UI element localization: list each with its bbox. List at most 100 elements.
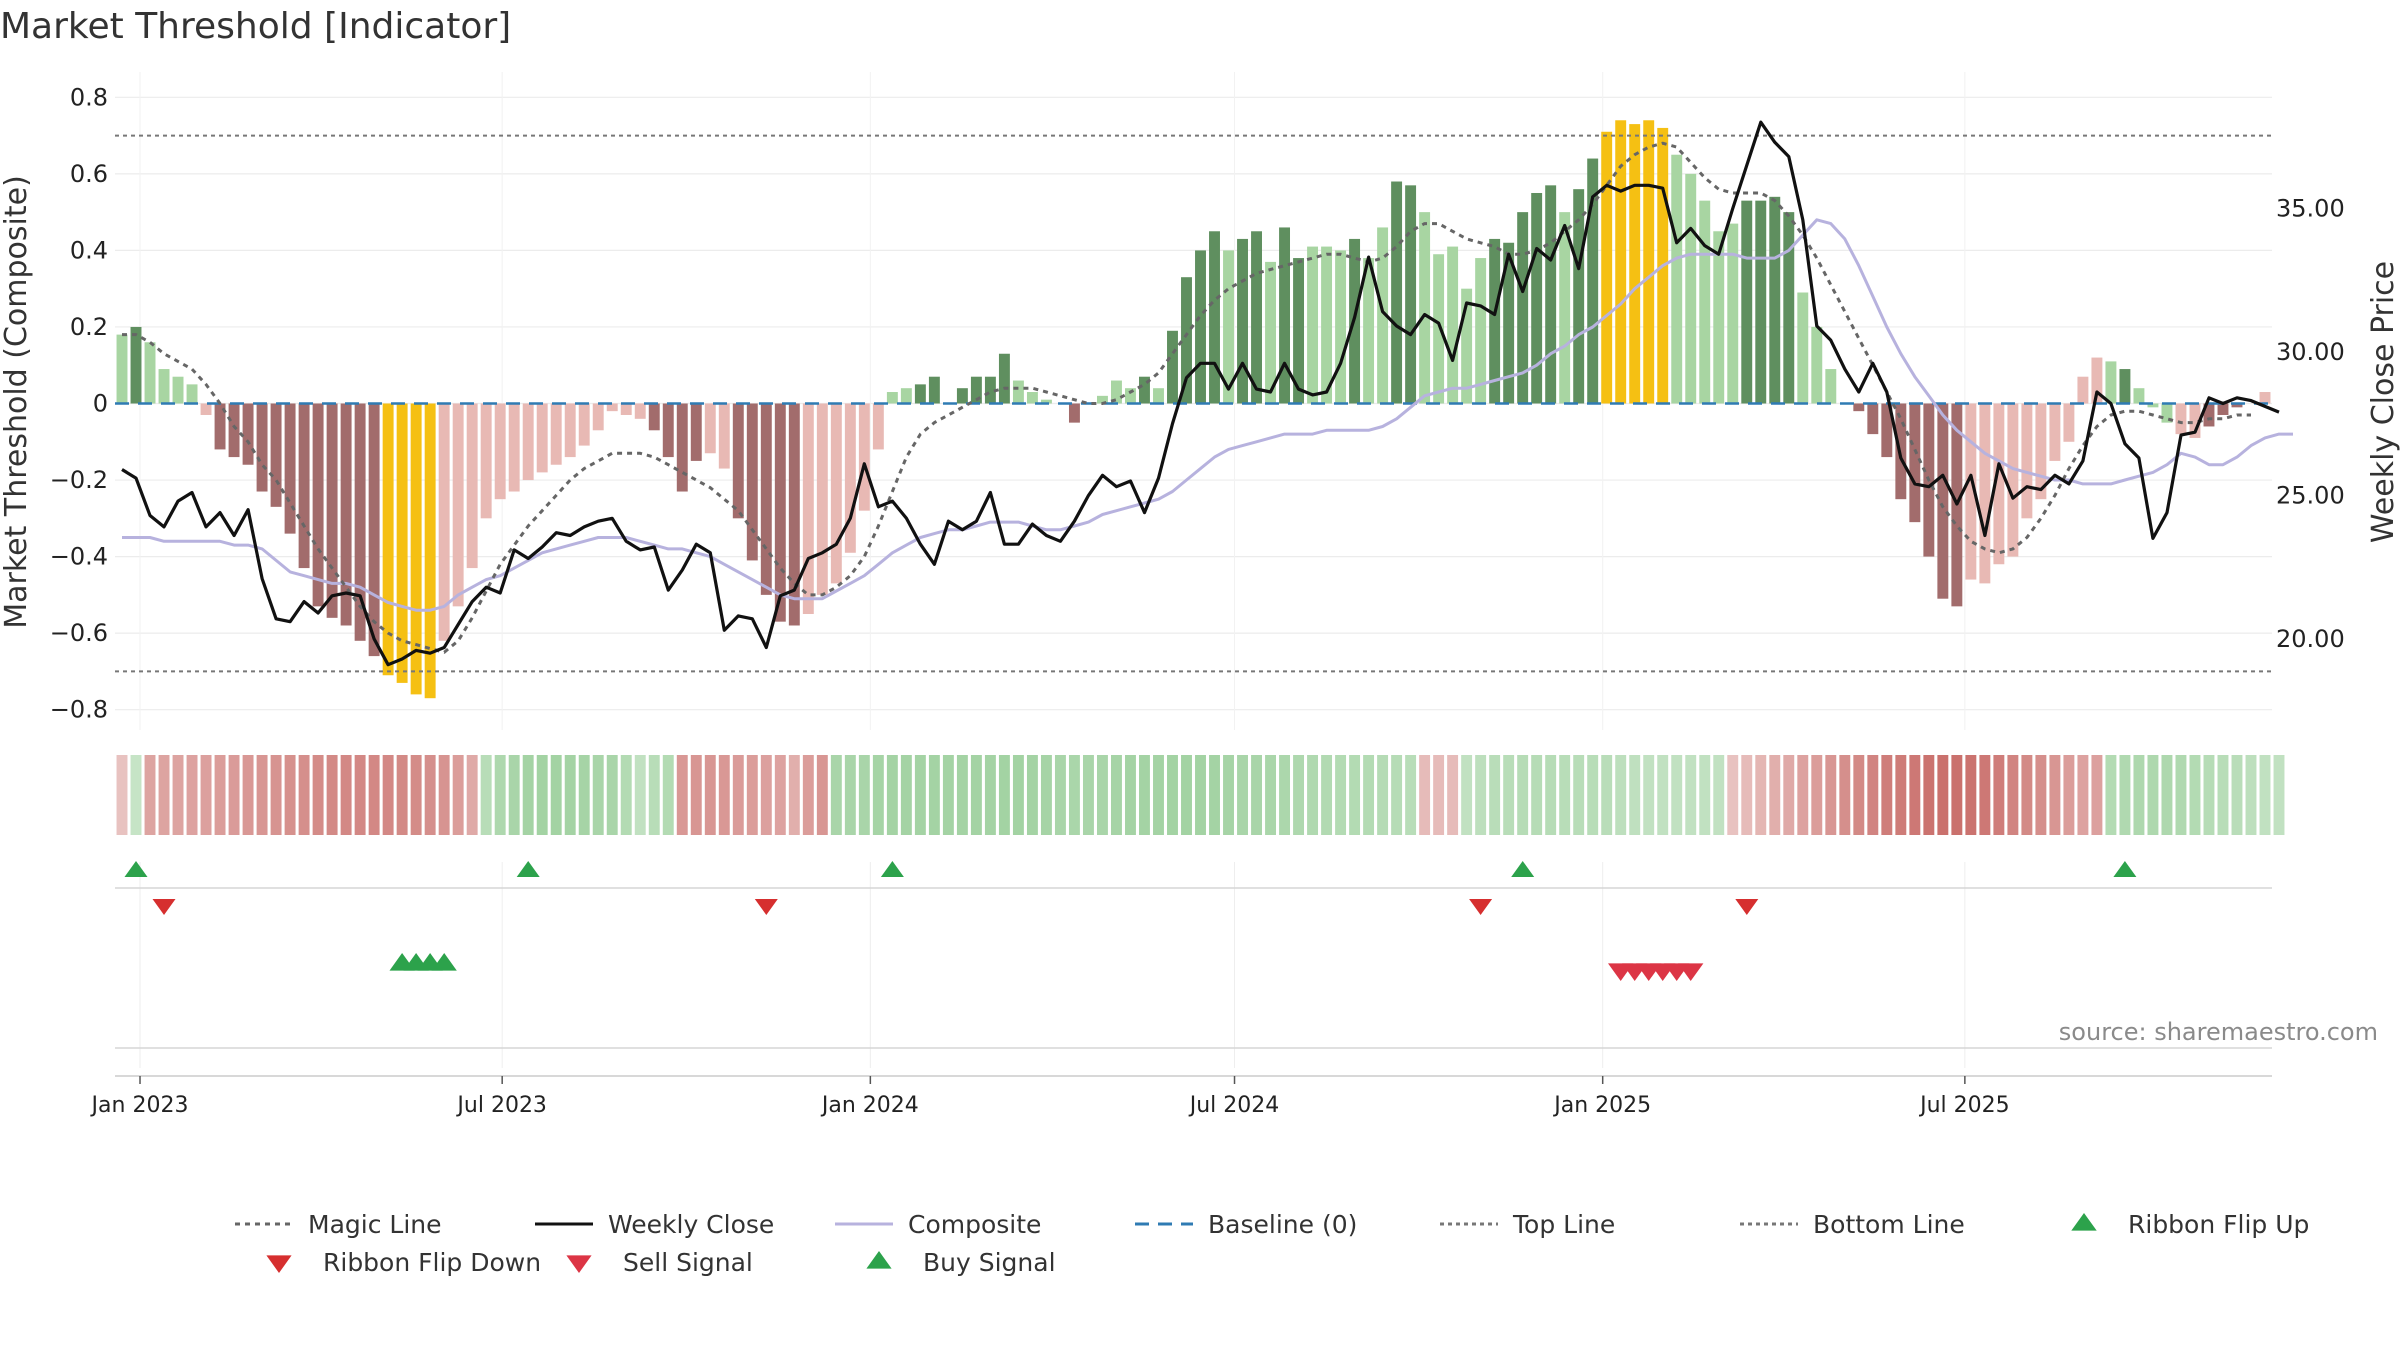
ribbon-segment: [1853, 755, 1865, 835]
composite-bar: [718, 403, 730, 469]
left-tick-label: −0.4: [50, 543, 108, 571]
ribbon-segment: [1195, 755, 1206, 835]
composite-bar: [1377, 227, 1389, 404]
composite-bar: [914, 384, 926, 404]
legend-label: Ribbon Flip Down: [323, 1248, 541, 1277]
composite-bar: [1139, 376, 1150, 404]
ribbon-segment: [1167, 755, 1178, 835]
ribbon-segment: [1867, 755, 1879, 835]
composite-bar: [200, 403, 212, 415]
composite-bar: [172, 376, 184, 404]
ribbon-segment: [1769, 755, 1781, 835]
composite-bar: [1727, 223, 1739, 404]
ribbon-segment: [2105, 755, 2117, 835]
composite-bar: [480, 403, 492, 519]
ribbon-segment: [214, 755, 226, 835]
ribbon-segment: [1405, 755, 1417, 835]
ribbon-segment: [438, 755, 450, 835]
ribbon-segment: [480, 755, 492, 835]
composite-bar: [1853, 403, 1865, 412]
chart-title: Market Threshold [Indicator]: [0, 6, 511, 47]
composite-bar: [1237, 238, 1248, 404]
composite-bars: [116, 120, 2271, 699]
composite-bar: [1993, 403, 2005, 565]
ribbon-segment: [2147, 755, 2159, 835]
ribbon-segment: [1713, 755, 1725, 835]
composite-bar: [1461, 288, 1473, 404]
composite-bar: [1629, 124, 1641, 404]
right-axis-title: Weekly Close Price: [2366, 261, 2400, 543]
ribbon-segment: [2077, 755, 2089, 835]
ribbon-segment: [452, 755, 464, 835]
ribbon-segment: [1237, 755, 1248, 835]
composite-bar: [1363, 258, 1375, 404]
ribbon-segment: [1419, 755, 1431, 835]
composite-bar: [858, 403, 870, 511]
composite-bar: [1405, 185, 1417, 404]
buy-signal-marker: [431, 953, 457, 971]
ribbon-segment: [1265, 755, 1276, 835]
ribbon-segment: [1937, 755, 1949, 835]
ribbon-segment: [2049, 755, 2061, 835]
composite-bar: [1068, 403, 1080, 423]
left-tick-label: 0.6: [70, 160, 108, 188]
ribbon-segment: [1475, 755, 1487, 835]
composite-bar: [1699, 200, 1711, 404]
ribbon-segment: [1335, 755, 1347, 835]
composite-bar: [1755, 200, 1767, 404]
ribbon-segment: [2021, 755, 2033, 835]
composite-bar: [1517, 212, 1529, 404]
composite-bar: [2049, 403, 2061, 461]
ribbon-segment: [522, 755, 534, 835]
ribbon-segment: [1363, 755, 1375, 835]
composite-bar: [2203, 403, 2215, 427]
legend-label: Sell Signal: [623, 1248, 753, 1277]
legend-label: Buy Signal: [923, 1248, 1056, 1277]
ribbon-segment: [2091, 755, 2103, 835]
ribbon-segment: [1307, 755, 1319, 835]
ribbon-segment: [186, 755, 198, 835]
x-tick-label: Jan 2023: [90, 1093, 189, 1118]
ribbon-segment: [1699, 755, 1711, 835]
ribbon-segment: [158, 755, 170, 835]
ribbon-segment: [900, 755, 912, 835]
legend-label: Composite: [908, 1210, 1041, 1239]
right-tick-label: 25.00: [2276, 481, 2345, 509]
composite-bar: [312, 403, 324, 607]
ribbon-segment: [816, 755, 828, 835]
ribbon-segment: [410, 755, 422, 835]
ribbon-segment: [1979, 755, 1991, 835]
composite-bar: [928, 376, 940, 404]
ribbon-segment: [284, 755, 296, 835]
composite-bar: [550, 403, 562, 465]
composite-bar: [1769, 196, 1781, 404]
composite-bar: [690, 403, 702, 461]
composite-bar: [592, 403, 604, 431]
composite-bar: [2147, 403, 2159, 408]
composite-bar: [1937, 403, 1949, 599]
left-tick-label: 0.4: [70, 236, 108, 264]
composite-bar: [1671, 154, 1683, 404]
grid-layer: [115, 72, 2272, 730]
ribbon-segment: [1054, 755, 1066, 835]
composite-bar: [186, 384, 198, 404]
ribbon-segment: [620, 755, 632, 835]
composite-bar: [508, 403, 520, 492]
ribbon-segment: [1082, 755, 1094, 835]
ribbon-segment: [424, 755, 436, 835]
ribbon-segment: [606, 755, 618, 835]
composite-bar: [452, 403, 464, 607]
left-tick-label: −0.8: [50, 696, 108, 724]
composite-bar: [1685, 173, 1697, 404]
ribbon-segment: [1741, 755, 1753, 835]
ribbon-segment: [1139, 755, 1150, 835]
ribbon-flip-down-marker: [1735, 899, 1759, 915]
composite-bar: [1335, 250, 1347, 404]
composite-bar: [2217, 403, 2229, 415]
ribbon-segment: [1965, 755, 1977, 835]
x-tick-label: Jul 2025: [1918, 1093, 2010, 1118]
ribbon-flip-up-marker: [880, 861, 904, 877]
ribbon-segment: [564, 755, 576, 835]
composite-bar: [424, 403, 436, 699]
composite-bar: [1797, 292, 1809, 404]
